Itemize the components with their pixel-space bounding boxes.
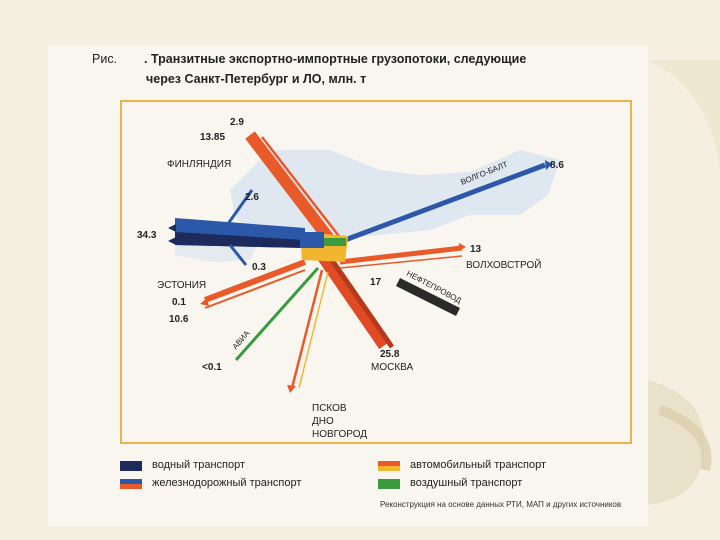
west-water-flow-dark <box>175 232 305 248</box>
volkhov-name: ВОЛХОВСТРОЙ <box>466 258 541 271</box>
moscow-rail-flow <box>312 244 391 349</box>
spb-hub-water <box>300 232 324 248</box>
spb-hub-air <box>324 238 346 246</box>
finland-name: ФИНЛЯНДИЯ <box>167 159 231 170</box>
pskov-flow-thin <box>298 271 329 389</box>
pipeline-flow <box>395 277 461 317</box>
diagram-frame <box>120 100 632 444</box>
legend-rail-swatch <box>120 479 142 489</box>
volgobalt-arrowhead <box>545 160 552 170</box>
avia-flow <box>234 267 320 361</box>
finland-value-top: 2.9 <box>230 117 244 128</box>
volgobalt-flow <box>344 162 546 243</box>
finland-branch-value: 2.6 <box>245 192 259 203</box>
legend-auto-label: автомобильный транспорт <box>410 459 547 471</box>
finland-rail-thin <box>261 136 343 241</box>
volkhov-rail-thin <box>339 255 463 269</box>
moscow-value: 25.8 <box>380 349 400 360</box>
estonia-auto-flow <box>204 269 306 309</box>
estonia-name: ЭСТОНИЯ <box>157 280 206 291</box>
estonia-value-a: 0.1 <box>172 297 186 308</box>
volgobalt-value: 8.6 <box>550 160 564 171</box>
avia-value: <0.1 <box>202 362 222 373</box>
finland-branch-flow <box>223 189 254 229</box>
estonia-value-b: 10.6 <box>169 314 189 325</box>
legend-air-label: воздушный транспорт <box>410 477 523 489</box>
finland-rail-flow <box>245 131 335 244</box>
moscow-name: МОСКВА <box>371 362 413 373</box>
pskov-label-3: НОВГОРОД <box>312 429 367 440</box>
estonia-rail-flow <box>203 259 307 303</box>
volkhov-rail-flow <box>339 245 463 265</box>
source-note: Реконструкция на основе данных РТИ, МАП … <box>380 500 622 509</box>
legend-auto-swatch <box>378 461 400 471</box>
volkhov-value: 13 <box>470 244 482 255</box>
west-water-arrowhead-2 <box>168 237 176 245</box>
estonia-small-value: 0.3 <box>252 262 266 273</box>
legend-water-swatch <box>120 461 142 471</box>
caption-title-line-1: . Транзитные экспортно-импортные грузопо… <box>144 52 527 66</box>
legend-rail-label: железнодорожный транспорт <box>152 477 302 489</box>
west-water-arrowhead <box>168 224 176 232</box>
volkhov-arrowhead <box>459 243 466 251</box>
caption-prefix: Рис. <box>92 52 118 66</box>
west-water-value: 34.3 <box>137 230 157 241</box>
moscow-rail-shadow <box>322 248 395 349</box>
pskov-flow <box>290 269 324 389</box>
legend-air-swatch <box>378 479 400 489</box>
finland-branch-flow-lower <box>228 244 248 266</box>
finland-value-second: 13.85 <box>200 132 225 143</box>
legend-water-label: водный транспорт <box>152 459 246 471</box>
pskov-label-1: ПСКОВ <box>312 403 347 414</box>
caption-title-line-2: через Санкт-Петербург и ЛО, млн. т <box>146 72 367 86</box>
pskov-label-2: ДНО <box>312 416 334 427</box>
pskov-arrowhead <box>287 385 296 393</box>
estonia-arrowhead <box>200 298 209 306</box>
pipeline-value: 17 <box>370 277 382 288</box>
